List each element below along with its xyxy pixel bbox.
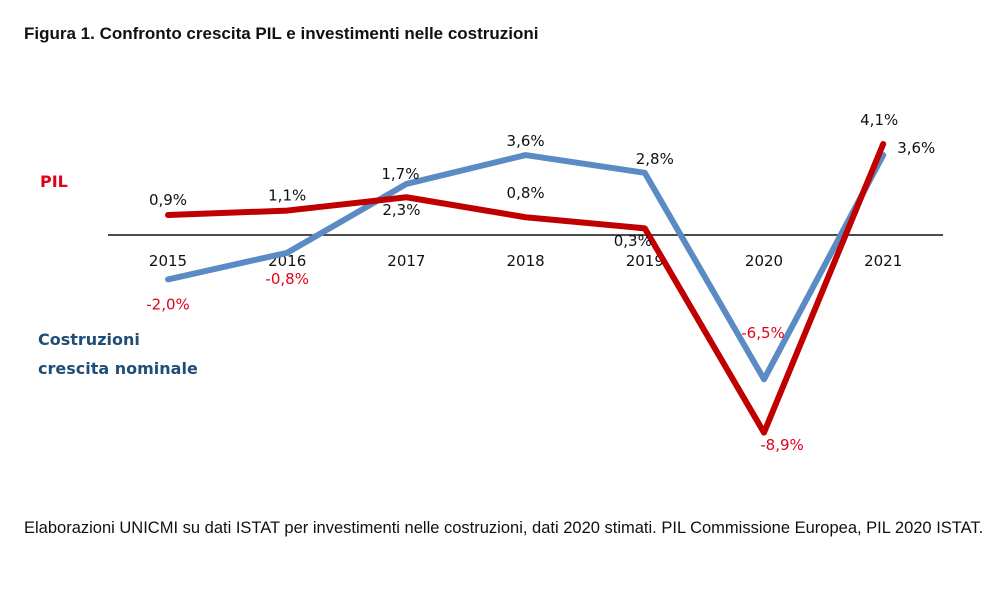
data-label: 0,3% [614, 232, 652, 250]
x-tick-label: 2017 [387, 252, 425, 270]
data-label: 2,8% [636, 150, 674, 168]
chart-footnote: Elaborazioni UNICMI su dati ISTAT per in… [24, 519, 984, 537]
data-label: -8,9% [760, 436, 804, 454]
data-label: 4,1% [860, 111, 898, 129]
data-label: -6,5% [741, 324, 785, 342]
data-label: -2,0% [146, 295, 190, 313]
legend-costruzioni-line1: Costruzioni [38, 330, 140, 349]
data-label: 2,3% [382, 201, 420, 219]
chart-title: Figura 1. Confronto crescita PIL e inves… [24, 24, 539, 43]
legend-costruzioni-line2: crescita nominale [38, 359, 198, 378]
data-label: 0,9% [149, 191, 187, 209]
x-tick-label: 2020 [745, 252, 783, 270]
x-tick-label: 2018 [507, 252, 545, 270]
data-label: 0,8% [507, 184, 545, 202]
data-label: 3,6% [507, 132, 545, 150]
x-tick-label: 2021 [864, 252, 902, 270]
data-label: 1,7% [381, 165, 419, 183]
legend-pil: PIL [40, 172, 68, 191]
data-label: 3,6% [897, 139, 935, 157]
data-label: -0,8% [265, 270, 309, 288]
x-tick-label: 2019 [626, 252, 664, 270]
data-label: 1,1% [268, 187, 306, 205]
x-tick-label: 2015 [149, 252, 187, 270]
